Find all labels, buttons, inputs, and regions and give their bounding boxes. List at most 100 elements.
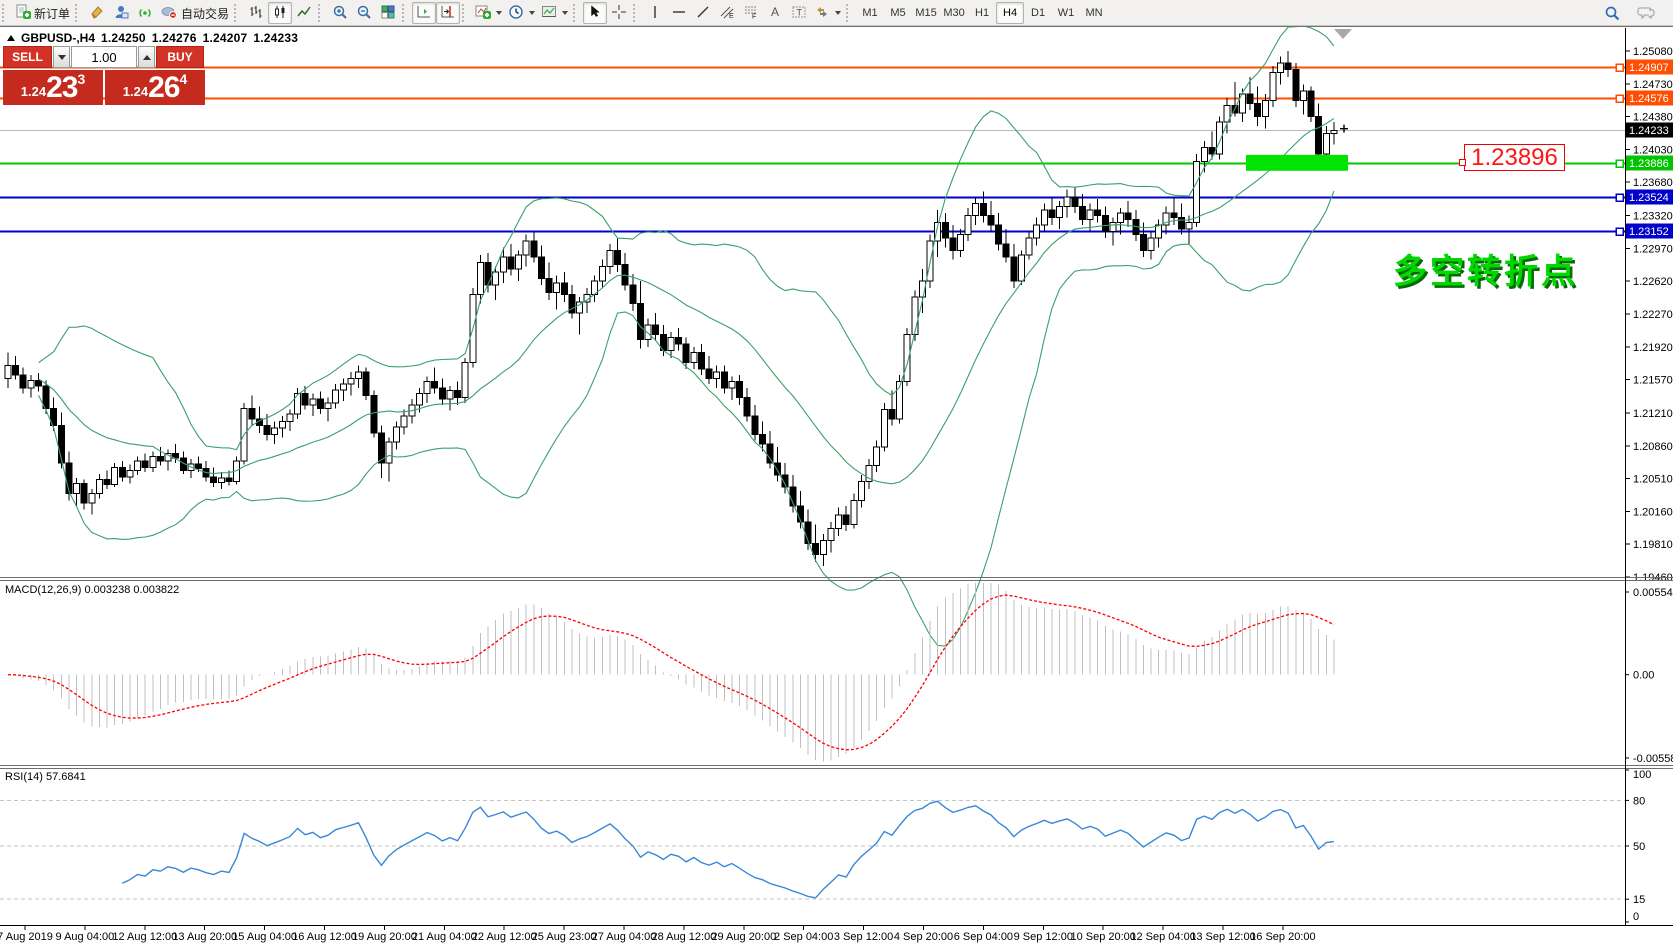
candle-body — [278, 421, 286, 429]
candle-body — [697, 351, 705, 370]
price-level-tag: 1.23896 — [1464, 144, 1565, 171]
sell-price-box[interactable]: 1.24 23 3 — [3, 70, 103, 105]
volume-increase-button[interactable] — [138, 46, 155, 68]
templates-button[interactable] — [538, 2, 571, 24]
templates-icon — [541, 4, 557, 23]
candle-body — [1261, 100, 1269, 118]
candle-body — [1094, 209, 1102, 217]
bars-chart-button[interactable] — [244, 2, 268, 24]
candle-body — [842, 514, 850, 526]
zoom-in-button[interactable] — [328, 2, 352, 24]
price-badge-label: 1.23152 — [1629, 226, 1669, 238]
terminal-icon — [113, 4, 129, 23]
fibonacci-button[interactable]: F — [739, 2, 763, 24]
macd-indicator-label: MACD(12,26,9) 0.003238 0.003822 — [5, 584, 180, 596]
candle-body — [88, 493, 96, 504]
crosshair-button[interactable] — [607, 2, 631, 24]
candle-body — [164, 452, 172, 462]
timeframe-W1[interactable]: W1 — [1057, 7, 1075, 19]
candle-body — [736, 380, 744, 398]
timeframe-M15[interactable]: M15 — [915, 7, 937, 19]
candle-body — [492, 271, 500, 286]
candle-body — [415, 393, 423, 406]
trendline-button[interactable] — [691, 2, 715, 24]
candle-body — [1117, 212, 1125, 223]
candle-body — [1277, 62, 1285, 74]
candle-body — [987, 215, 995, 226]
line-chart-button[interactable] — [292, 2, 316, 24]
search-button[interactable] — [1600, 2, 1624, 24]
signals-button[interactable] — [133, 2, 157, 24]
candle-body — [454, 390, 462, 398]
buy-price-box[interactable]: 1.24 26 4 — [105, 70, 205, 105]
candle-body — [903, 334, 911, 382]
timeframe-D1[interactable]: D1 — [1031, 7, 1046, 19]
price-axis-label: 1.23680 — [1633, 177, 1673, 189]
candlestick-chart-icon — [272, 4, 288, 23]
label-button[interactable]: T — [787, 2, 811, 24]
candle-body — [370, 394, 378, 434]
candle-body — [781, 474, 789, 488]
volume-decrease-button[interactable] — [53, 46, 70, 68]
timeframe-H4[interactable]: H4 — [996, 2, 1025, 24]
date-axis-label: 10 Sep 20:00 — [1070, 931, 1135, 943]
candle-body — [1315, 116, 1323, 155]
candle-body — [507, 256, 515, 270]
candle-body — [766, 443, 774, 464]
timeframe-MN[interactable]: MN — [1085, 7, 1103, 19]
candle-body — [743, 396, 751, 417]
timeframe-H1[interactable]: H1 — [975, 7, 990, 19]
candle-body — [103, 479, 111, 485]
autotrading-button[interactable]: 自动交易 — [157, 2, 232, 24]
symbol-arrow-icon — [7, 35, 15, 41]
sell-button[interactable]: SELL — [3, 46, 52, 68]
candle-body — [134, 460, 142, 471]
date-axis-label: 19 Aug 20:00 — [352, 931, 417, 943]
date-axis-label: 9 Aug 04:00 — [56, 931, 115, 943]
cursor-button[interactable] — [583, 2, 608, 24]
tile-windows-button[interactable] — [376, 2, 400, 24]
arrows-button[interactable] — [811, 2, 844, 24]
timeframe-M1[interactable]: M1 — [862, 7, 878, 19]
periods-button[interactable] — [505, 2, 538, 24]
price-badge — [1626, 155, 1673, 171]
buy-button[interactable]: BUY — [156, 46, 204, 68]
zoom-out-button[interactable] — [352, 2, 376, 24]
symbol-name: GBPUSD-,H4 — [21, 31, 96, 45]
new-order-button[interactable]: 新订单 — [12, 2, 73, 24]
terminal-button[interactable] — [109, 2, 133, 24]
horizontal-line-button[interactable] — [667, 2, 691, 24]
candle-body — [667, 336, 675, 352]
candle-body — [896, 380, 904, 420]
channel-button[interactable]: E — [715, 2, 739, 24]
date-axis-label: 25 Aug 23:00 — [532, 931, 597, 943]
timeframe-M5[interactable]: M5 — [890, 7, 906, 19]
chart-text-annotation: 多空转折点 — [1393, 253, 1578, 291]
price-axis-label: 1.23320 — [1633, 211, 1673, 223]
metaeditor-button[interactable] — [85, 2, 109, 24]
text-button[interactable]: A — [763, 2, 787, 24]
candlestick-chart-button[interactable] — [268, 2, 293, 24]
candle-body — [1330, 129, 1338, 134]
chat-icon[interactable] — [1634, 2, 1659, 24]
svg-text:F: F — [752, 13, 756, 20]
candle-body — [393, 426, 401, 443]
svg-text:T: T — [797, 7, 803, 17]
signals-icon — [137, 4, 153, 23]
volume-input[interactable] — [71, 46, 137, 68]
candle-body — [431, 380, 439, 389]
candle-body — [682, 343, 690, 364]
date-axis-label: 9 Sep 12:00 — [1014, 931, 1073, 943]
auto-scroll-button[interactable] — [412, 2, 437, 24]
vertical-line-button[interactable] — [643, 2, 667, 24]
candle-body — [918, 280, 926, 298]
candle-body — [1292, 69, 1300, 102]
candle-body — [385, 441, 393, 464]
chart-shift-button[interactable] — [436, 2, 461, 24]
indicators-button[interactable] — [472, 2, 505, 24]
candle-body — [713, 371, 721, 380]
timeframe-M30[interactable]: M30 — [943, 7, 965, 19]
rsi-axis-label: 100 — [1633, 769, 1651, 781]
zoom-in-icon — [332, 4, 348, 23]
